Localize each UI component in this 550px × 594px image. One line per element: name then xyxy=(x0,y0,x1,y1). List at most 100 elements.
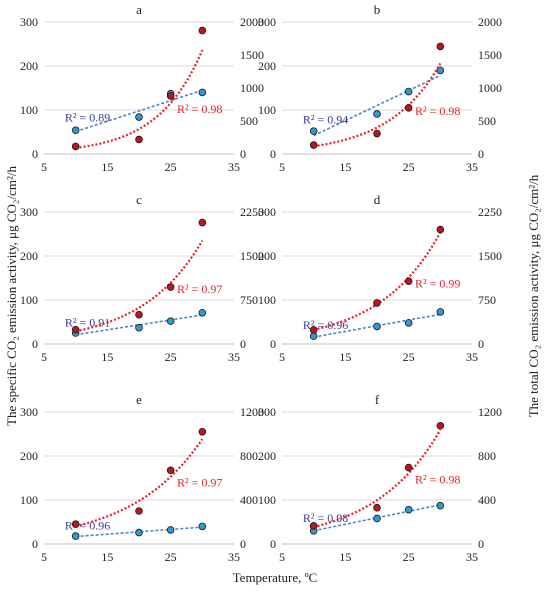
x-tick-label: 25 xyxy=(403,160,415,174)
x-tick-label: 25 xyxy=(165,550,177,564)
specific-data-point xyxy=(198,522,207,531)
specific-data-point xyxy=(166,317,175,325)
right-tick-label: 1500 xyxy=(240,48,264,62)
x-tick-label: 35 xyxy=(228,550,240,564)
left-tick-label: 100 xyxy=(20,103,38,117)
r2-label-specific: R² = 0.98 xyxy=(303,511,348,525)
r2-label-total: R² = 0.97 xyxy=(177,282,222,296)
left-tick-label: 200 xyxy=(20,249,38,263)
x-tick-label: 35 xyxy=(466,550,478,564)
right-tick-label: 800 xyxy=(240,449,258,463)
total-data-point xyxy=(71,142,80,151)
left-tick-label: 200 xyxy=(20,449,38,463)
total-data-point xyxy=(309,522,318,530)
total-data-point xyxy=(404,463,413,472)
right-tick-label: 1200 xyxy=(240,405,264,419)
specific-data-point xyxy=(135,113,143,121)
right-tick-label: 750 xyxy=(478,293,496,307)
total-data-point xyxy=(373,129,381,138)
specific-data-point xyxy=(436,66,445,75)
x-tick-label: 25 xyxy=(165,160,177,174)
total-data-point xyxy=(166,92,175,100)
specific-data-point xyxy=(71,126,80,135)
x-axis-title: Temperature, ºC xyxy=(233,570,318,585)
left-tick-label: 300 xyxy=(258,15,276,29)
left-tick-label: 200 xyxy=(258,449,276,463)
x-tick-label: 15 xyxy=(101,350,113,364)
right-tick-label: 0 xyxy=(240,337,246,351)
specific-data-point xyxy=(373,110,381,118)
x-tick-label: 25 xyxy=(165,350,177,364)
left-tick-label: 0 xyxy=(32,337,38,351)
specific-data-point xyxy=(198,308,207,317)
r2-label-total: R² = 0.98 xyxy=(415,104,460,118)
left-tick-label: 300 xyxy=(258,405,276,419)
panel-title: a xyxy=(136,2,142,17)
total-data-point xyxy=(436,225,445,234)
exponential-trendline xyxy=(75,49,204,150)
right-tick-label: 0 xyxy=(478,337,484,351)
total-data-point xyxy=(166,466,175,475)
specific-data-point xyxy=(309,127,318,135)
right-tick-label: 2000 xyxy=(240,15,264,29)
right-tick-label: 0 xyxy=(240,537,246,551)
x-tick-label: 25 xyxy=(403,350,415,364)
linear-trendline xyxy=(75,526,203,538)
panel-title: c xyxy=(136,192,142,207)
linear-trendline xyxy=(313,313,441,338)
right-tick-label: 500 xyxy=(478,114,496,128)
total-data-point xyxy=(71,325,80,334)
left-tick-label: 200 xyxy=(258,59,276,73)
x-tick-label: 15 xyxy=(339,350,351,364)
r2-label-total: R² = 0.98 xyxy=(177,102,222,116)
right-tick-label: 1500 xyxy=(478,249,502,263)
x-tick-label: 5 xyxy=(41,550,47,564)
right-tick-label: 800 xyxy=(478,449,496,463)
x-tick-label: 5 xyxy=(41,160,47,174)
right-tick-label: 0 xyxy=(240,147,246,161)
panel-d: d 0 100 200 300 0 750 1500 2250 5 15 25 35 R² = 0.96 R… xyxy=(258,192,502,364)
linear-trendline xyxy=(75,89,203,133)
total-data-point xyxy=(166,283,175,291)
panel-f: f 0 100 200 300 0 400 800 1200 5 15 25 35 R² = 0.98 R²… xyxy=(258,392,502,564)
r2-label-total: R² = 0.98 xyxy=(415,472,460,486)
exponential-trendline xyxy=(313,62,442,148)
r2-label-specific: R² = 0.89 xyxy=(65,110,110,124)
right-tick-label: 1000 xyxy=(240,81,264,95)
left-y-axis-title: The specific CO₂ emission activity, μg C… xyxy=(4,166,19,426)
specific-data-point xyxy=(135,323,143,332)
specific-data-point xyxy=(71,532,80,540)
left-tick-label: 300 xyxy=(20,15,38,29)
left-tick-label: 0 xyxy=(32,537,38,551)
left-tick-label: 200 xyxy=(20,59,38,73)
panel-title: d xyxy=(374,192,381,207)
r2-label-specific: R² = 0.96 xyxy=(65,519,110,533)
linear-trendline xyxy=(313,74,441,137)
left-tick-label: 0 xyxy=(270,537,276,551)
r2-label-total: R² = 0.99 xyxy=(415,277,460,291)
specific-data-point xyxy=(373,322,381,331)
right-tick-label: 2000 xyxy=(478,15,502,29)
specific-data-point xyxy=(436,308,445,316)
specific-data-point xyxy=(436,501,445,510)
r2-label-specific: R² = 0.94 xyxy=(303,113,348,127)
x-tick-label: 5 xyxy=(279,160,285,174)
total-data-point xyxy=(71,520,80,528)
specific-data-point xyxy=(404,319,413,327)
x-tick-label: 35 xyxy=(228,350,240,364)
right-tick-label: 1500 xyxy=(240,249,264,263)
total-data-point xyxy=(309,326,318,334)
left-tick-label: 100 xyxy=(258,103,276,117)
r2-label-specific: R² = 0.96 xyxy=(303,318,348,332)
x-tick-label: 25 xyxy=(403,550,415,564)
x-tick-label: 35 xyxy=(466,350,478,364)
right-tick-label: 750 xyxy=(240,293,258,307)
panel-title: e xyxy=(136,392,142,407)
specific-data-point xyxy=(404,87,413,96)
right-tick-label: 400 xyxy=(478,493,496,507)
left-tick-label: 300 xyxy=(20,405,38,419)
specific-data-point xyxy=(135,528,143,537)
specific-data-point xyxy=(373,514,381,523)
exponential-trendline xyxy=(313,429,442,529)
left-tick-label: 100 xyxy=(20,493,38,507)
